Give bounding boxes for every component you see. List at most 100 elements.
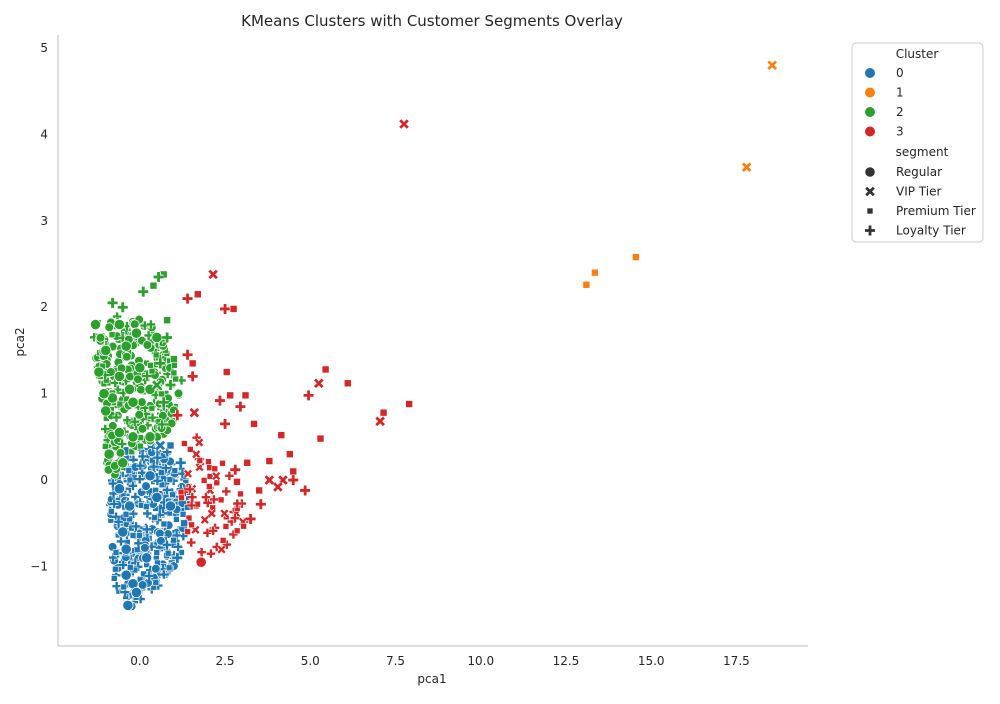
cluster-3-point xyxy=(272,481,284,493)
cluster-0-point xyxy=(175,457,186,468)
legend-item-premium-tier: Premium Tier xyxy=(866,204,976,218)
cluster-3-point xyxy=(187,371,198,382)
legend-label: 2 xyxy=(896,105,904,119)
cluster-2-point xyxy=(113,426,125,439)
cluster-2-point xyxy=(130,417,139,426)
cluster-0-point xyxy=(126,515,133,523)
cluster-0-point xyxy=(163,447,172,457)
cluster-2-point xyxy=(138,286,149,297)
cluster-3-point xyxy=(250,420,258,428)
data-points xyxy=(89,59,778,611)
cluster-2-point xyxy=(173,388,184,399)
x-tick-label: 17.5 xyxy=(723,654,750,668)
series-cluster-0 xyxy=(113,440,188,611)
cluster-0-point xyxy=(166,476,174,483)
cluster-0-point xyxy=(116,537,126,546)
cluster-2-point xyxy=(155,358,166,369)
cluster-3-point xyxy=(217,496,225,504)
cluster-3-point xyxy=(222,368,231,376)
cluster-2-point xyxy=(98,388,110,400)
cluster-2-point xyxy=(115,448,126,458)
cluster-3-point xyxy=(196,457,204,464)
legend-label: Premium Tier xyxy=(896,204,976,218)
cluster-0-point xyxy=(120,583,128,591)
cluster-3-point xyxy=(237,490,244,498)
cluster-0-point xyxy=(128,481,138,491)
cluster-2-point xyxy=(127,431,139,443)
y-tick-label: −1 xyxy=(30,559,48,573)
cluster-3-point xyxy=(184,528,191,535)
cluster-3-point xyxy=(321,365,330,374)
cluster-3-point xyxy=(220,418,231,429)
cluster-2-point xyxy=(107,297,118,308)
cluster-0-point xyxy=(135,474,145,484)
cluster-0-point xyxy=(109,499,119,509)
series-cluster-1 xyxy=(582,59,778,289)
cluster-0-point xyxy=(143,503,150,510)
cluster-2-point xyxy=(134,362,146,374)
cluster-2-point xyxy=(102,442,109,450)
cluster-3-point xyxy=(185,514,193,522)
cluster-0-point xyxy=(122,599,134,611)
cluster-2-point xyxy=(120,340,132,352)
cluster-2-point xyxy=(157,420,167,429)
cluster-3-point xyxy=(219,459,226,467)
cluster-2-point xyxy=(137,442,144,450)
cluster-3-point xyxy=(229,530,238,539)
cluster-3-point xyxy=(229,305,238,313)
legend-item-cluster-3: 3 xyxy=(865,125,904,139)
cluster-2-point xyxy=(165,380,176,391)
cluster-3-point xyxy=(405,400,413,408)
cluster-0-point xyxy=(173,542,183,552)
cluster-0-point xyxy=(118,560,128,570)
cluster-3-point xyxy=(188,359,197,368)
legend-item-vip-tier: VIP Tier xyxy=(864,185,941,199)
legend-label: VIP Tier xyxy=(896,185,941,199)
cluster-2-point xyxy=(163,316,171,324)
cluster-3-point xyxy=(226,391,234,400)
cluster-3-point xyxy=(200,477,208,484)
dense-cloud-cluster-3 xyxy=(177,433,249,558)
cluster-0-point xyxy=(120,543,132,555)
cluster-3-point xyxy=(200,515,210,525)
cluster-3-point xyxy=(187,501,196,510)
cluster-2-point xyxy=(158,390,165,398)
cluster-2-point xyxy=(117,457,129,469)
cluster-2-point xyxy=(127,396,139,408)
cluster-2-point xyxy=(144,331,153,340)
cluster-0-point xyxy=(107,542,118,552)
legend-frame xyxy=(851,42,984,243)
cluster-3-point xyxy=(300,485,311,496)
cluster-0-point xyxy=(122,510,130,518)
cluster-3-point xyxy=(181,440,188,447)
cluster-0-point xyxy=(141,552,153,564)
cluster-3-point xyxy=(194,437,204,448)
y-tick-label: 1 xyxy=(40,387,48,401)
x-tick-label: 7.5 xyxy=(386,654,405,668)
legend-marker xyxy=(864,186,876,197)
cluster-0-point xyxy=(142,525,152,534)
cluster-0-point xyxy=(152,579,160,586)
cluster-3-point xyxy=(213,479,221,486)
cluster-0-point xyxy=(159,570,169,579)
y-tick-label: 4 xyxy=(40,127,48,141)
cluster-3-point xyxy=(211,465,219,473)
legend-item-cluster-2: 2 xyxy=(865,105,904,119)
cluster-2-point xyxy=(113,318,125,331)
cluster-3-point xyxy=(230,464,241,475)
cluster-3-point xyxy=(233,499,242,508)
cluster-0-point xyxy=(127,563,134,571)
x-tick-label: 5.0 xyxy=(301,654,320,668)
cluster-3-point xyxy=(178,494,185,502)
cluster-2-point xyxy=(117,439,127,449)
dense-point-clouds xyxy=(89,312,249,612)
cluster-3-point xyxy=(235,401,246,412)
cluster-3-point xyxy=(379,408,388,417)
cluster-3-point xyxy=(240,522,247,530)
cluster-0-point xyxy=(111,575,118,582)
cluster-0-point xyxy=(164,549,172,557)
cluster-3-point xyxy=(263,474,275,486)
cluster-0-point xyxy=(153,549,161,556)
cluster-3-point xyxy=(303,390,314,401)
legend-style-entries: Regular VIP Tier Premium Tier Loyalty Tier xyxy=(864,165,976,238)
